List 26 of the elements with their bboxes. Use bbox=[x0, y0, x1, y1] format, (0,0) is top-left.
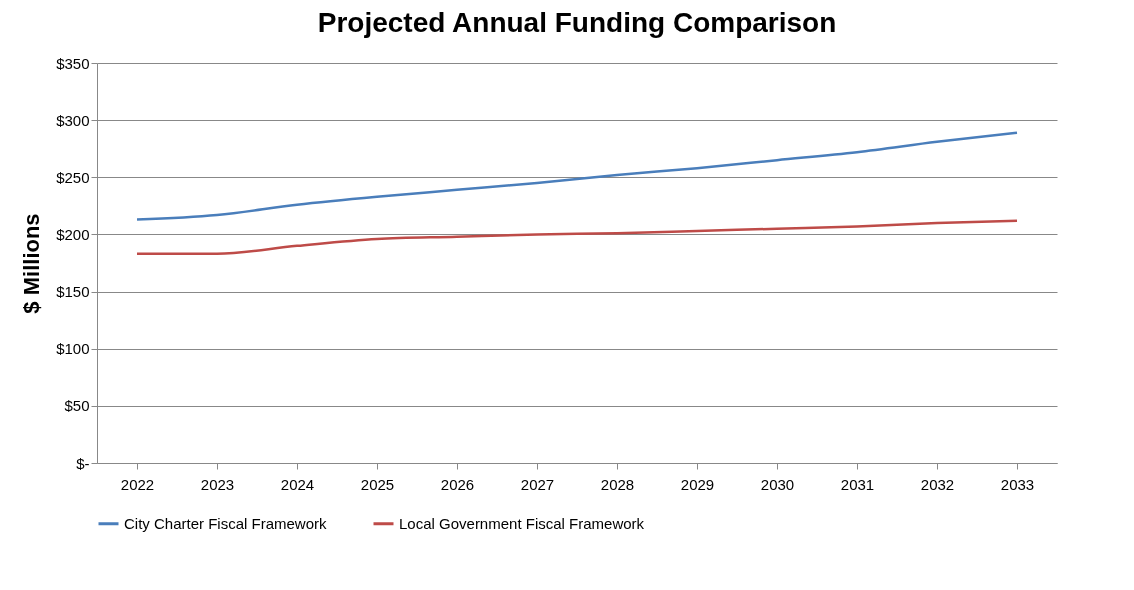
y-tick-label: $50 bbox=[64, 397, 90, 415]
x-tick-label: 2028 bbox=[600, 475, 635, 493]
y-tick-label: $150 bbox=[56, 283, 90, 301]
x-tick-label: 2023 bbox=[200, 475, 235, 493]
y-tick-label: $- bbox=[76, 454, 90, 472]
y-tick-label: $300 bbox=[56, 111, 90, 129]
x-tick-label: 2026 bbox=[440, 475, 475, 493]
x-tick-label: 2025 bbox=[360, 475, 395, 493]
x-tick-label: 2029 bbox=[680, 475, 715, 493]
x-tick-label: 2032 bbox=[920, 475, 955, 493]
x-tick-label: 2030 bbox=[760, 475, 795, 493]
y-tick-label: $250 bbox=[56, 168, 90, 186]
line-series bbox=[135, 131, 1019, 221]
x-tick-label: 2031 bbox=[840, 475, 875, 493]
y-axis-title: $ Millions bbox=[19, 213, 45, 314]
legend-label: Local Government Fiscal Framework bbox=[399, 514, 645, 532]
y-tick-label: $350 bbox=[56, 54, 90, 72]
x-tick-label: 2024 bbox=[280, 475, 315, 493]
x-tick-label: 2027 bbox=[520, 475, 555, 493]
legend-label: City Charter Fiscal Framework bbox=[124, 514, 328, 532]
x-tick-label: 2022 bbox=[120, 475, 155, 493]
x-tick-label: 2033 bbox=[1000, 475, 1035, 493]
line-series bbox=[135, 219, 1019, 256]
chart-title: Projected Annual Funding Comparison bbox=[317, 7, 837, 38]
y-tick-label: $200 bbox=[56, 225, 90, 243]
y-tick-label: $100 bbox=[56, 340, 90, 358]
